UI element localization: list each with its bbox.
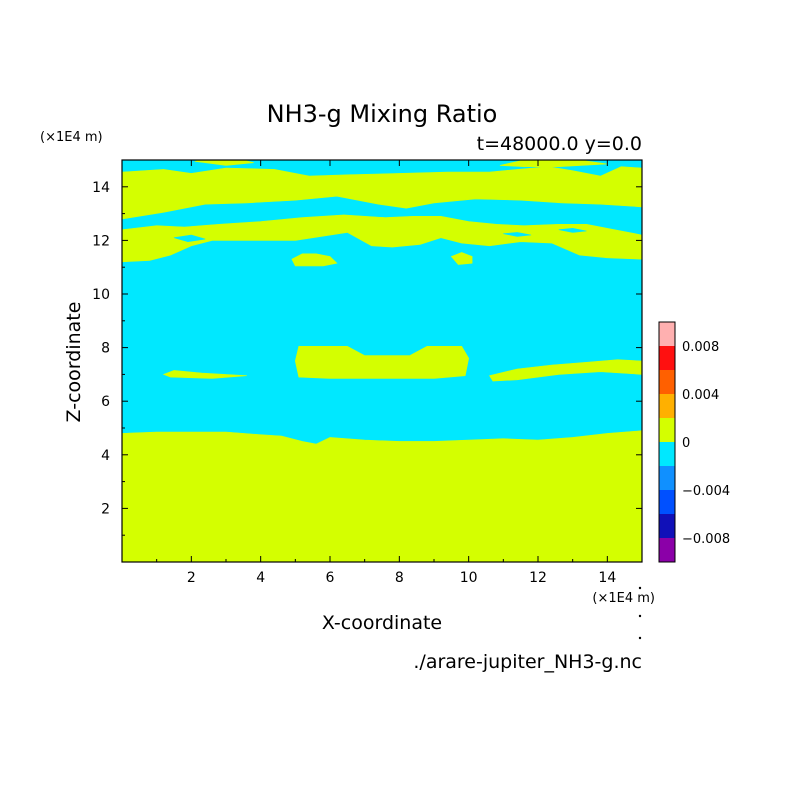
colorbar-swatch	[659, 322, 675, 346]
colorbar-swatch	[659, 394, 675, 418]
plot-frame	[121, 159, 643, 563]
y-axis: 2 4 6 8 10 12 14	[92, 180, 642, 536]
colorbar-tick-label: −0.008	[682, 532, 730, 547]
contour-region-12	[385, 207, 417, 214]
contour-region-10	[173, 234, 206, 243]
colorbar-swatch	[659, 346, 675, 370]
chart-title: NH3-g Mixing Ratio	[267, 100, 498, 128]
colorbar-swatch	[659, 466, 675, 490]
colorbar-tick-label: 0.004	[682, 388, 719, 403]
contour-region-5	[122, 166, 642, 220]
colorbar-tick-label: 0	[682, 436, 690, 451]
y-tick-label: 8	[101, 341, 110, 357]
y-tick-label: 14	[92, 180, 110, 196]
y-tick-label: 10	[92, 287, 110, 303]
y-axis-title: Z-coordinate	[63, 302, 85, 423]
contour-region-0	[122, 430, 642, 562]
colorbar-swatch	[659, 370, 675, 394]
x-tick-label: 2	[187, 570, 196, 586]
x-tick-label: 4	[256, 570, 265, 586]
plot-area	[121, 159, 643, 563]
x-tick-label: 14	[598, 570, 616, 586]
x-tick-label: 10	[460, 570, 478, 586]
colorbar-tick-label: 0.008	[682, 340, 719, 355]
contour-region-3	[489, 359, 642, 382]
contour-region-1	[294, 345, 470, 379]
x-tick-label: 12	[529, 570, 547, 586]
y-tick-label: 12	[92, 233, 110, 249]
contour-region-11	[335, 207, 358, 214]
corner-marks	[638, 586, 642, 640]
colorbar-swatch	[659, 418, 675, 442]
contour-region-7	[450, 252, 473, 265]
colorbar-frame	[658, 321, 676, 563]
contour-region-2	[162, 370, 247, 379]
contour-region-13	[503, 232, 532, 237]
source-filename: ./arare-jupiter_NH3-g.nc	[413, 651, 642, 673]
x-tick-label: 6	[326, 570, 335, 586]
x-axis: 2 4 6 8 10 12 14	[156, 160, 616, 586]
contour-region-4	[122, 214, 642, 263]
colorbar-swatch	[659, 442, 675, 466]
colorbar-tick-label: −0.004	[682, 484, 730, 499]
colorbar-swatch	[659, 514, 675, 538]
x-axis-title: X-coordinate	[322, 612, 442, 634]
colorbar-swatch	[659, 490, 675, 514]
y-tick-label: 6	[101, 394, 110, 410]
colorbar-swatch	[659, 538, 675, 562]
contour-field	[122, 160, 642, 562]
x-tick-label: 8	[395, 570, 404, 586]
y-tick-label: 4	[101, 448, 110, 464]
colorbar: −0.008 −0.004 0 0.004 0.008	[658, 321, 730, 563]
y-axis-unit-label: (×1E4 m)	[40, 130, 103, 145]
y-tick-label: 2	[101, 501, 110, 517]
chart-subtitle: t=48000.0 y=0.0	[477, 133, 642, 155]
contour-region-14	[558, 227, 587, 233]
x-axis-unit-label: (×1E4 m)	[592, 591, 655, 606]
contour-region-6	[291, 253, 338, 267]
